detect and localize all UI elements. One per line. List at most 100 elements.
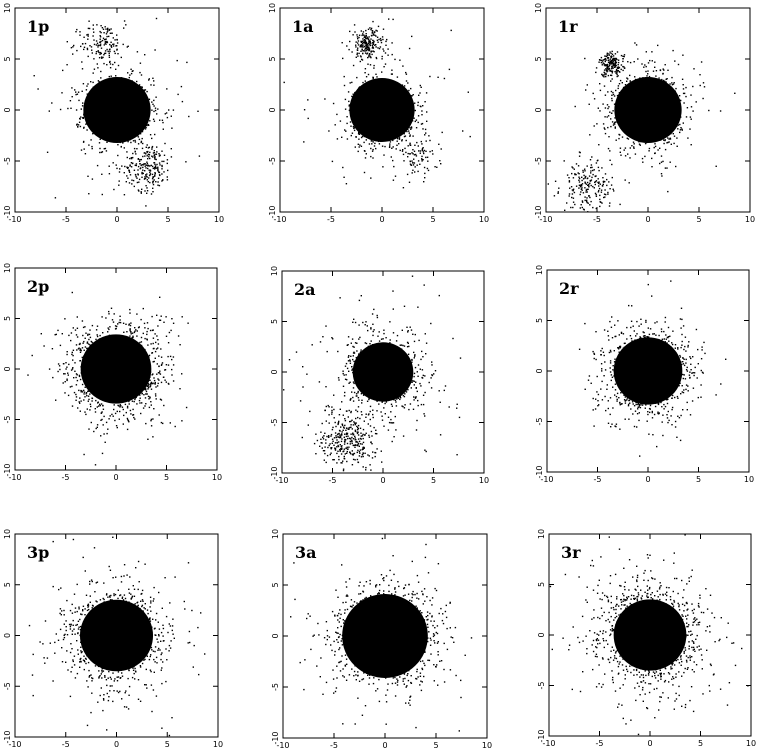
data-point	[404, 121, 407, 124]
data-point	[595, 195, 598, 197]
data-point	[374, 97, 376, 99]
data-point	[358, 109, 361, 111]
y-tick-label: 10	[3, 3, 12, 13]
data-point	[92, 28, 94, 30]
data-point	[97, 86, 99, 88]
data-point	[103, 115, 105, 117]
data-point	[357, 102, 359, 104]
data-point	[115, 352, 117, 355]
data-point	[606, 71, 608, 73]
data-point	[666, 124, 669, 126]
data-point	[611, 94, 613, 96]
data-point	[569, 187, 571, 189]
data-point	[690, 118, 692, 120]
data-point	[388, 95, 391, 97]
data-point	[384, 52, 387, 54]
data-point	[610, 63, 612, 65]
data-point	[128, 323, 131, 325]
data-point	[99, 353, 102, 356]
data-point	[593, 169, 595, 171]
data-point	[352, 108, 354, 110]
data-point	[389, 143, 391, 145]
data-point	[364, 40, 366, 42]
data-point	[629, 99, 631, 101]
data-point	[110, 117, 113, 119]
data-point	[655, 107, 657, 109]
data-point	[112, 371, 114, 373]
data-point	[611, 121, 614, 123]
data-point	[644, 142, 647, 145]
data-point	[649, 101, 651, 103]
data-point	[419, 105, 422, 107]
data-point	[121, 165, 123, 167]
data-point	[558, 187, 560, 189]
data-point	[612, 91, 614, 94]
data-point	[394, 85, 397, 87]
data-point	[146, 124, 148, 127]
data-point	[383, 66, 385, 68]
data-point	[127, 420, 130, 422]
data-point	[690, 106, 693, 108]
data-point	[355, 44, 357, 46]
data-point	[123, 83, 125, 86]
data-point	[622, 90, 624, 92]
data-point	[638, 143, 641, 145]
data-point	[608, 64, 611, 67]
data-point	[628, 120, 631, 122]
data-point	[130, 113, 133, 116]
data-point	[648, 126, 650, 129]
data-point	[122, 349, 125, 351]
data-point	[94, 92, 97, 94]
data-point	[115, 75, 117, 77]
data-point	[99, 116, 102, 119]
data-point	[125, 111, 128, 113]
data-point	[130, 72, 133, 75]
data-point	[675, 122, 678, 124]
data-point	[130, 364, 132, 366]
data-point	[357, 121, 359, 123]
data-point	[653, 92, 655, 94]
data-point	[364, 42, 367, 44]
data-point	[644, 90, 646, 92]
data-point	[141, 137, 143, 140]
data-point	[110, 128, 112, 130]
data-point	[119, 124, 121, 127]
data-point	[123, 361, 126, 363]
data-point	[358, 107, 360, 110]
data-point	[132, 70, 134, 72]
data-point	[79, 31, 81, 33]
data-point	[146, 155, 148, 157]
data-point	[368, 40, 370, 42]
data-point	[613, 95, 616, 97]
data-point	[103, 391, 106, 394]
data-point	[376, 110, 378, 113]
data-point	[667, 107, 670, 109]
data-point	[364, 40, 367, 43]
data-point	[105, 84, 107, 86]
data-point	[648, 90, 650, 92]
data-point	[377, 88, 380, 91]
data-point	[359, 112, 361, 114]
data-point	[135, 93, 137, 96]
data-point	[425, 132, 427, 134]
data-point	[584, 182, 586, 184]
data-point	[87, 395, 90, 397]
data-point	[106, 126, 108, 128]
data-point	[115, 86, 118, 89]
data-point	[397, 137, 399, 140]
data-point	[630, 109, 632, 111]
data-point	[105, 120, 108, 122]
data-point	[418, 94, 420, 96]
data-point	[399, 109, 401, 111]
data-point	[66, 41, 68, 43]
data-point	[591, 156, 593, 158]
data-point	[657, 103, 660, 105]
data-point	[382, 136, 384, 138]
data-point	[634, 115, 636, 117]
data-point	[657, 44, 659, 47]
data-point	[102, 394, 104, 397]
data-point	[123, 194, 126, 196]
data-point	[364, 52, 367, 54]
data-point	[139, 159, 141, 161]
